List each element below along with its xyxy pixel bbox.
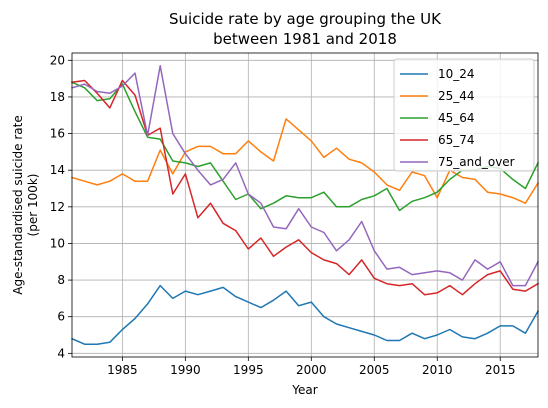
series-line-25-44: [71, 118, 540, 204]
plot-series: [71, 65, 540, 345]
y-tick-label: 16: [50, 127, 65, 141]
x-tick-label: 2005: [359, 363, 390, 377]
y-tick-label: 20: [50, 53, 65, 67]
x-tick-label: 2010: [422, 363, 453, 377]
x-tick-label: 2015: [485, 363, 516, 377]
y-axis-label-unit: (per 100k): [26, 174, 40, 237]
series-line-45-64: [71, 81, 540, 212]
legend-label-65-74: 65_74: [438, 133, 475, 147]
series-line-65-74: [71, 79, 540, 296]
y-tick-label: 18: [50, 90, 65, 104]
legend-label-45-64: 45_64: [438, 111, 475, 125]
x-tick-label: 1985: [107, 363, 138, 377]
x-axis-label: Year: [291, 383, 317, 397]
chart-title: Suicide rate by age grouping the UK: [169, 10, 442, 28]
legend-label-25-44: 25_44: [438, 89, 475, 103]
y-tick-label: 14: [50, 163, 65, 177]
plot-frame: [71, 52, 539, 358]
legend-label-10-24: 10_24: [438, 67, 475, 81]
legend-box: [393, 58, 535, 172]
series-line-10-24: [71, 284, 540, 345]
x-tick-label: 1990: [170, 363, 201, 377]
y-tick-label: 4: [57, 346, 65, 360]
chart-subtitle: between 1981 and 2018: [213, 30, 397, 48]
y-tick-label: 12: [50, 200, 65, 214]
legend: 10_24 25_44 45_64 65_74 75_and_over: [393, 58, 535, 172]
y-tick-label: 6: [57, 310, 65, 324]
y-tick-label: 10: [50, 236, 65, 250]
axis-ticks: 1985 1990 1995 2000 2005 2010 2015 4 6 8 10 12 14 16 1…: [50, 53, 516, 377]
x-tick-label: 2000: [296, 363, 327, 377]
x-tick-label: 1995: [233, 363, 264, 377]
series-line-75-and-over: [71, 65, 540, 287]
legend-label-75-and-over: 75_and_over: [438, 155, 515, 169]
y-tick-label: 8: [57, 273, 65, 287]
y-axis-label: Age-standardised suicide rate: [11, 115, 25, 294]
